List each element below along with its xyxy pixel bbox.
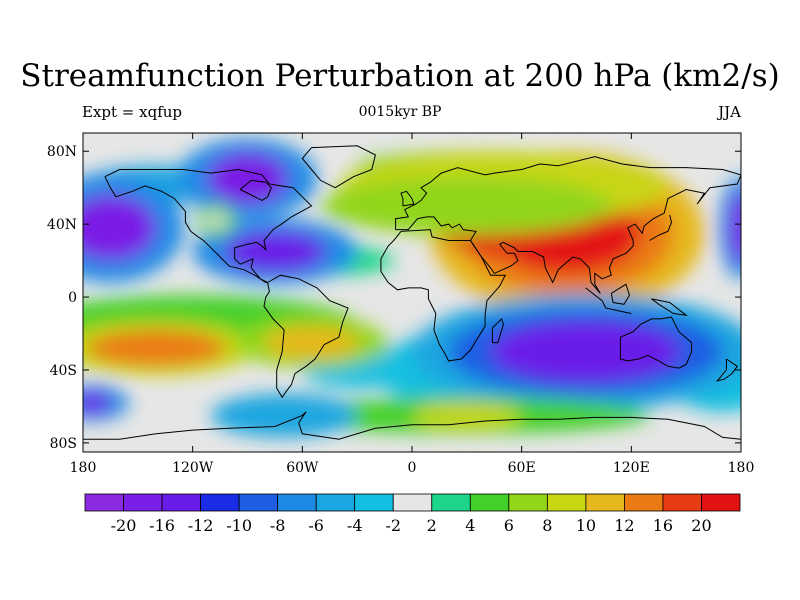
- x-tick-label-6: 180: [728, 460, 755, 476]
- contour-feature-2-1: [320, 176, 614, 236]
- colorbar: -20 -16 -12 -10 -8 -6 -4 -2 2 4 6 8 10 12 16 20: [84, 493, 741, 535]
- colorbar-swatch-16: [701, 493, 741, 512]
- coastline-13: [83, 411, 741, 440]
- contour-feature-9-1: [263, 326, 359, 360]
- chart-subtitle: 0015kyr BP: [358, 104, 442, 120]
- contour-feature-12-1: [207, 211, 226, 230]
- coastline-7: [619, 316, 693, 369]
- contour-feature-10-1: [412, 402, 522, 429]
- colorbar-label-2: -12: [188, 516, 214, 535]
- y-tick-label-3: 40S: [50, 363, 77, 379]
- coastline-2: [301, 145, 376, 189]
- colorbar-label-12: 10: [576, 516, 596, 535]
- x-axis: 180 120W 60W 0 60E 120E 180: [70, 133, 755, 476]
- coastline-0: [104, 168, 313, 283]
- contour-feature-7-1: [730, 191, 741, 265]
- colorbar-swatch-7: [354, 493, 394, 512]
- colorbar-label-7: -2: [385, 516, 401, 535]
- colorbar-swatch-10: [469, 493, 510, 512]
- coastline-12: [400, 190, 415, 207]
- colorbar-swatch-12: [546, 493, 587, 512]
- y-tick-label-4: 80S: [50, 436, 77, 452]
- colorbar-swatch-1: [123, 493, 163, 512]
- colorbar-swatch-8: [392, 493, 433, 512]
- colorbar-label-15: 20: [691, 516, 711, 535]
- colorbar-label-14: 16: [653, 516, 673, 535]
- colorbar-swatch-13: [585, 493, 625, 512]
- season-label: JJA: [718, 103, 741, 121]
- colorbar-swatch-6: [315, 493, 356, 512]
- colorbar-swatch-2: [161, 493, 201, 512]
- colorbar-swatch-11: [508, 493, 548, 512]
- coastline-1: [239, 179, 272, 201]
- x-tick-label-0: 180: [70, 460, 97, 476]
- colorbar-swatch-5: [277, 493, 317, 512]
- coastline-5: [380, 229, 507, 362]
- y-tick-label-2: 0: [68, 290, 77, 306]
- colorbar-label-11: 8: [542, 516, 552, 535]
- y-tick-label-1: 40N: [47, 217, 77, 233]
- coastline-11: [649, 214, 673, 241]
- colorbar-label-3: -10: [226, 516, 252, 535]
- y-tick-label-0: 80N: [47, 144, 77, 160]
- experiment-label: Expt = xqfup: [82, 103, 183, 121]
- colorbar-label-6: -4: [347, 516, 363, 535]
- coastline-9: [651, 298, 688, 317]
- x-tick-label-2: 60W: [286, 460, 319, 476]
- colorbar-label-0: -20: [111, 516, 137, 535]
- x-tick-label-4: 60E: [508, 460, 536, 476]
- x-tick-label-5: 120E: [613, 460, 650, 476]
- colorbar-label-1: -16: [149, 516, 175, 535]
- colorbar-label-10: 6: [504, 516, 514, 535]
- x-tick-label-3: 0: [408, 460, 417, 476]
- colorbar-swatch-9: [431, 493, 471, 512]
- colorbar-label-4: -8: [270, 516, 286, 535]
- coastline-14: [715, 358, 739, 382]
- coastline-6: [491, 317, 504, 344]
- x-tick-label-1: 120W: [172, 460, 214, 476]
- contour-feature-6-1: [223, 231, 327, 272]
- contour-field: [83, 138, 741, 438]
- contour-feature-3-2: [490, 320, 681, 383]
- colorbar-label-13: 12: [614, 516, 634, 535]
- coastline-8: [585, 287, 632, 314]
- colorbar-label-8: 2: [427, 516, 437, 535]
- contour-feature-13-0: [210, 393, 358, 438]
- colorbar-swatch-0: [84, 493, 124, 512]
- y-axis: 80N 40N 0 40S 80S: [47, 144, 741, 452]
- contour-feature-4-1: [83, 194, 157, 261]
- coastlines: [83, 145, 741, 440]
- contour-feature-5-1: [207, 153, 288, 205]
- colorbar-label-9: 4: [465, 516, 475, 535]
- colorbar-swatch-15: [662, 493, 702, 512]
- colorbar-swatch-3: [200, 493, 240, 512]
- map-plot-area: [82, 132, 742, 453]
- contour-feature-11-1: [83, 391, 111, 414]
- colorbar-swatch-14: [624, 493, 664, 512]
- colorbar-label-5: -6: [308, 516, 324, 535]
- coastline-3: [263, 274, 349, 399]
- chart-title: Streamfunction Perturbation at 200 hPa (…: [20, 58, 780, 94]
- contour-feature-8-1: [86, 329, 226, 367]
- coastline-10: [610, 283, 631, 305]
- colorbar-swatch-4: [238, 493, 279, 512]
